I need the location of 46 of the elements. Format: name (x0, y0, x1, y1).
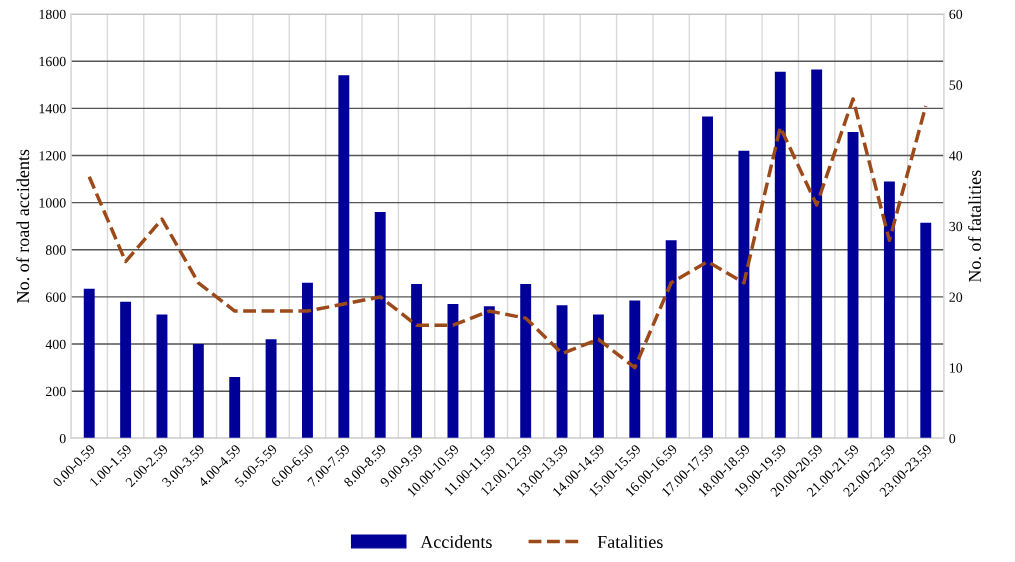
bar (556, 305, 568, 439)
y-tick-label: 1600 (39, 56, 66, 67)
y-tick-label: 1000 (39, 198, 66, 208)
y-tick-label: 1400 (39, 103, 66, 114)
y-tick-label: 1800 (39, 9, 66, 20)
legend-label: Accidents (420, 535, 492, 549)
y-tick-label: 600 (45, 292, 66, 302)
bar (120, 301, 132, 439)
y-tick-label: 400 (45, 339, 66, 350)
y2-axis-title: No. of fatalities (968, 170, 982, 283)
bar (338, 75, 350, 439)
y-tick-label: 1200 (39, 151, 66, 161)
y-tick-label: 0 (59, 433, 66, 444)
y2-tick-label: 30 (949, 221, 963, 232)
y-tick-label: 200 (45, 386, 66, 397)
bar (702, 116, 713, 439)
y2-tick-label: 0 (949, 433, 956, 444)
legend-label: Fatalities (597, 535, 663, 549)
bar (302, 282, 313, 439)
y2-tick-label: 60 (949, 9, 963, 20)
bar (847, 131, 859, 439)
y2-tick-label: 10 (950, 363, 963, 373)
bar (592, 314, 604, 439)
bar (483, 306, 495, 439)
bar (83, 288, 95, 439)
line-series (87, 97, 928, 370)
bar (156, 314, 168, 439)
bar (229, 377, 241, 439)
bar (811, 69, 823, 439)
bar (447, 304, 459, 439)
y-axis-title: No. of road accidents (16, 149, 30, 303)
y2-tick-label: 20 (949, 292, 963, 302)
y-tick-label: 800 (45, 245, 66, 255)
bar (738, 150, 750, 439)
bar (629, 300, 641, 439)
bar (265, 339, 277, 439)
bar (192, 344, 204, 439)
bar (883, 181, 895, 439)
bar (774, 71, 786, 439)
bar (520, 283, 532, 439)
bar (411, 283, 423, 439)
bar (374, 212, 386, 439)
bar (920, 222, 932, 439)
y2-tick-label: 40 (949, 151, 963, 161)
y2-tick-label: 50 (949, 80, 963, 90)
bar (665, 240, 677, 439)
